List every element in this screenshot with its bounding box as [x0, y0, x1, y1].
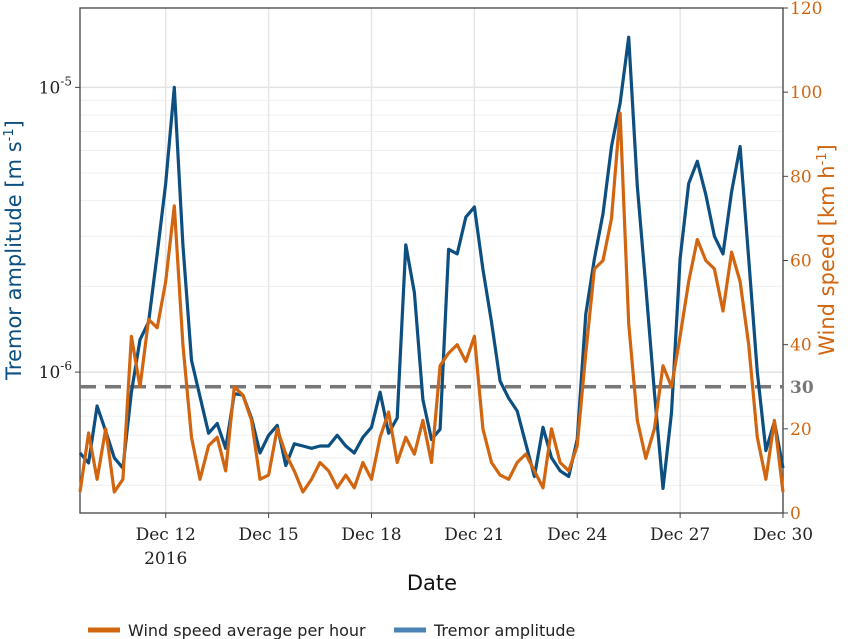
right-axis-title-end: ]: [815, 144, 839, 152]
x-tick-label: Dec 15: [238, 525, 298, 545]
right-tick-label: 80: [790, 167, 812, 187]
right-axis: 0 20 40 60 80 100 120 30: [783, 0, 822, 524]
x-tick-label: Dec 27: [650, 525, 710, 545]
right-tick-label: 120: [790, 0, 822, 19]
x-tick-label: Dec 30: [753, 525, 813, 545]
x-tick-label: Dec 12: [136, 525, 196, 545]
right-tick-label: 100: [790, 83, 822, 103]
left-axis-title-base: Tremor amplitude [m s: [2, 141, 26, 381]
x-axis: Dec 12 2016 Dec 15 Dec 18 Dec 21 Dec 24 Dec 27…: [136, 513, 813, 569]
series-line-tremor: [78, 35, 785, 491]
threshold-label: 30: [790, 378, 814, 398]
x-tick-label: Dec 18: [341, 525, 401, 545]
left-tick-label: 10-5: [39, 74, 72, 98]
x-tick-sublabel: 2016: [144, 549, 187, 569]
right-tick-label: 20: [790, 420, 812, 440]
right-axis-title-base: Wind speed [km h: [815, 165, 839, 355]
x-tick-label: Dec 21: [444, 525, 504, 545]
left-axis-title: Tremor amplitude [m s-1]: [2, 120, 26, 381]
series-group: [78, 35, 785, 494]
x-axis-title: Date: [407, 571, 457, 595]
right-axis-title: Wind speed [km h-1]: [815, 144, 839, 356]
legend-label-wind: Wind speed average per hour: [128, 621, 366, 639]
legend: Wind speed average per hour Tremor ampli…: [88, 621, 575, 639]
left-axis-title-end: ]: [2, 120, 26, 128]
right-tick-label: 0: [790, 504, 801, 524]
right-tick-label: 40: [790, 336, 812, 356]
x-tick-label: Dec 24: [547, 525, 607, 545]
left-axis-title-exp: -1: [2, 128, 17, 141]
right-axis-title-exp: -1: [815, 152, 830, 165]
right-tick-label: 60: [790, 252, 812, 272]
series-line-wind: [78, 111, 785, 494]
left-axis: 10-6 10-5: [39, 74, 80, 383]
legend-label-tremor: Tremor amplitude: [433, 621, 575, 639]
left-tick-label: 10-6: [39, 359, 72, 383]
